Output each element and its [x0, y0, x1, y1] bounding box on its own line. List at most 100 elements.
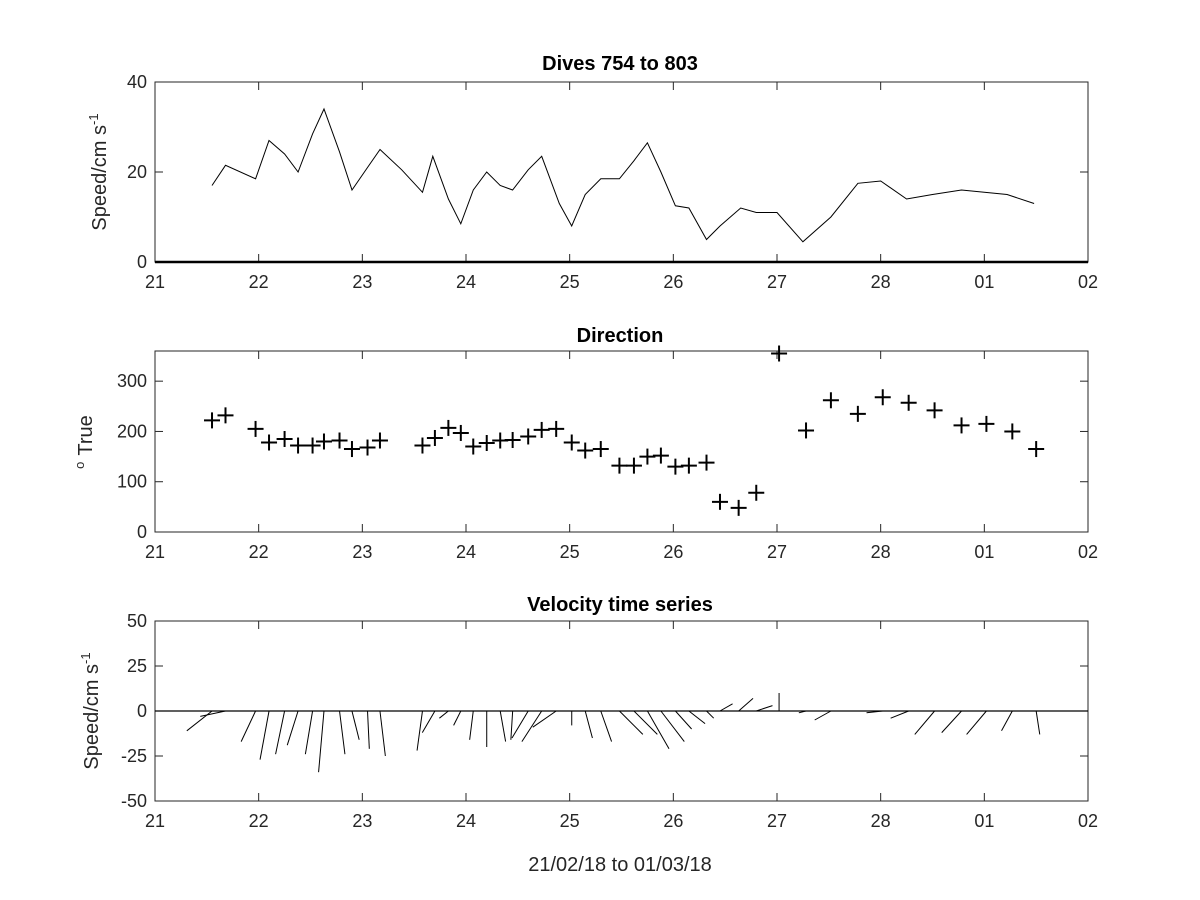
velocity-vector — [675, 710, 692, 730]
velocity-y-tick-label: 50 — [127, 611, 147, 631]
direction-point — [953, 417, 970, 434]
velocity-vector — [914, 710, 935, 735]
direction-point — [563, 434, 580, 451]
direction-point — [371, 432, 388, 449]
direction-point — [822, 392, 839, 409]
velocity-vector — [200, 710, 226, 717]
direction-point — [359, 439, 376, 456]
velocity-x-tick-label: 02 — [1078, 811, 1098, 831]
velocity-vector — [240, 710, 257, 742]
direction-point — [290, 437, 307, 454]
velocity-x-tick-label: 24 — [456, 811, 476, 831]
direction-x-tick-label: 02 — [1078, 542, 1098, 562]
direction-x-tick-label: 27 — [767, 542, 787, 562]
speed-x-tick-label: 21 — [145, 272, 165, 292]
direction-point — [204, 412, 221, 429]
velocity-vector — [814, 710, 832, 721]
speed-panel: Dives 754 to 803 Speed/cm s-1 21 22 23 24 25… — [86, 53, 1098, 292]
speed-y-tick-label: 20 — [127, 162, 147, 182]
direction-point — [680, 457, 697, 474]
velocity-vector — [286, 710, 299, 746]
velocity-vector — [1035, 710, 1041, 735]
direction-point — [771, 345, 788, 362]
direction-point — [504, 431, 521, 448]
velocity-y-tick-label: 0 — [137, 701, 147, 721]
velocity-x-tick-label: 21 — [145, 811, 165, 831]
direction-point — [440, 419, 457, 436]
direction-point — [331, 432, 348, 449]
direction-panel: Direction oTrue 21 22 23 24 25 26 27 28 01 02 0 100… — [72, 325, 1098, 562]
figure-xlabel: 21/02/18 to 01/03/18 — [528, 854, 712, 876]
speed-panel-title: Dives 754 to 803 — [542, 53, 698, 75]
velocity-vector — [275, 710, 286, 755]
velocity-x-tick-label: 26 — [663, 811, 683, 831]
direction-point — [426, 429, 443, 446]
velocity-vector — [416, 710, 423, 751]
direction-x-tick-label: 28 — [871, 542, 891, 562]
velocity-vector — [186, 710, 213, 732]
speed-x-tick-label: 01 — [974, 272, 994, 292]
velocity-x-tick-label: 23 — [352, 811, 372, 831]
velocity-panel-title: Velocity time series — [527, 594, 713, 616]
speed-x-tick-label: 02 — [1078, 272, 1098, 292]
velocity-x-tick-label: 28 — [871, 811, 891, 831]
velocity-vector — [688, 710, 706, 724]
direction-point — [874, 389, 891, 406]
direction-x-tick-label: 25 — [560, 542, 580, 562]
velocity-vector — [584, 710, 593, 739]
direction-point — [1004, 423, 1021, 440]
direction-x-tick-label: 01 — [974, 542, 994, 562]
speed-axes-box — [154, 81, 1089, 263]
speed-x-tick-label: 27 — [767, 272, 787, 292]
velocity-vector — [890, 710, 909, 719]
direction-point — [533, 421, 550, 438]
direction-panel-ylabel: oTrue — [72, 415, 97, 469]
velocity-vector — [619, 710, 644, 735]
velocity-vector — [439, 710, 449, 719]
velocity-x-tick-label: 22 — [249, 811, 269, 831]
velocity-x-tick-label: 27 — [767, 811, 787, 831]
direction-point — [247, 420, 264, 437]
velocity-panel: Velocity time series Speed/cm s-1 21 22 23… — [78, 594, 1098, 831]
direction-y-tick-label: 200 — [117, 421, 147, 441]
direction-point — [276, 430, 293, 447]
direction-point — [711, 493, 728, 510]
velocity-panel-ylabel: Speed/cm s-1 — [78, 652, 103, 769]
direction-point — [667, 458, 684, 475]
direction-point — [478, 435, 495, 452]
speed-x-tick-label: 22 — [249, 272, 269, 292]
velocity-vector — [304, 710, 314, 755]
direction-point — [730, 499, 747, 516]
speed-panel-ylabel: Speed/cm s-1 — [86, 113, 111, 230]
direction-panel-title: Direction — [577, 325, 664, 347]
direction-x-tick-label: 21 — [145, 542, 165, 562]
direction-point — [261, 434, 278, 451]
velocity-vector — [532, 710, 557, 728]
direction-point — [315, 433, 332, 450]
speed-x-tick-label: 24 — [456, 272, 476, 292]
direction-axes-box — [154, 350, 1089, 533]
direction-point — [625, 457, 642, 474]
velocity-vector — [339, 710, 346, 755]
direction-point — [577, 442, 594, 459]
speed-series-line — [211, 107, 1035, 243]
velocity-vector — [511, 710, 529, 739]
speed-x-tick-label: 26 — [663, 272, 683, 292]
direction-point — [900, 394, 917, 411]
velocity-vector — [706, 710, 715, 719]
speed-x-tick-label: 23 — [352, 272, 372, 292]
velocity-vector — [600, 710, 613, 742]
velocity-y-tick-label: -25 — [121, 746, 147, 766]
direction-point — [639, 448, 656, 465]
velocity-vector — [351, 710, 360, 740]
direction-y-tick-label: 0 — [137, 522, 147, 542]
speed-x-tick-label: 28 — [871, 272, 891, 292]
velocity-vector — [756, 705, 773, 712]
velocity-vector — [499, 710, 507, 742]
direction-point — [304, 437, 321, 454]
direction-point — [343, 441, 360, 458]
direction-point — [217, 407, 234, 424]
direction-point — [414, 437, 431, 454]
speed-y-tick-label: 40 — [127, 72, 147, 92]
